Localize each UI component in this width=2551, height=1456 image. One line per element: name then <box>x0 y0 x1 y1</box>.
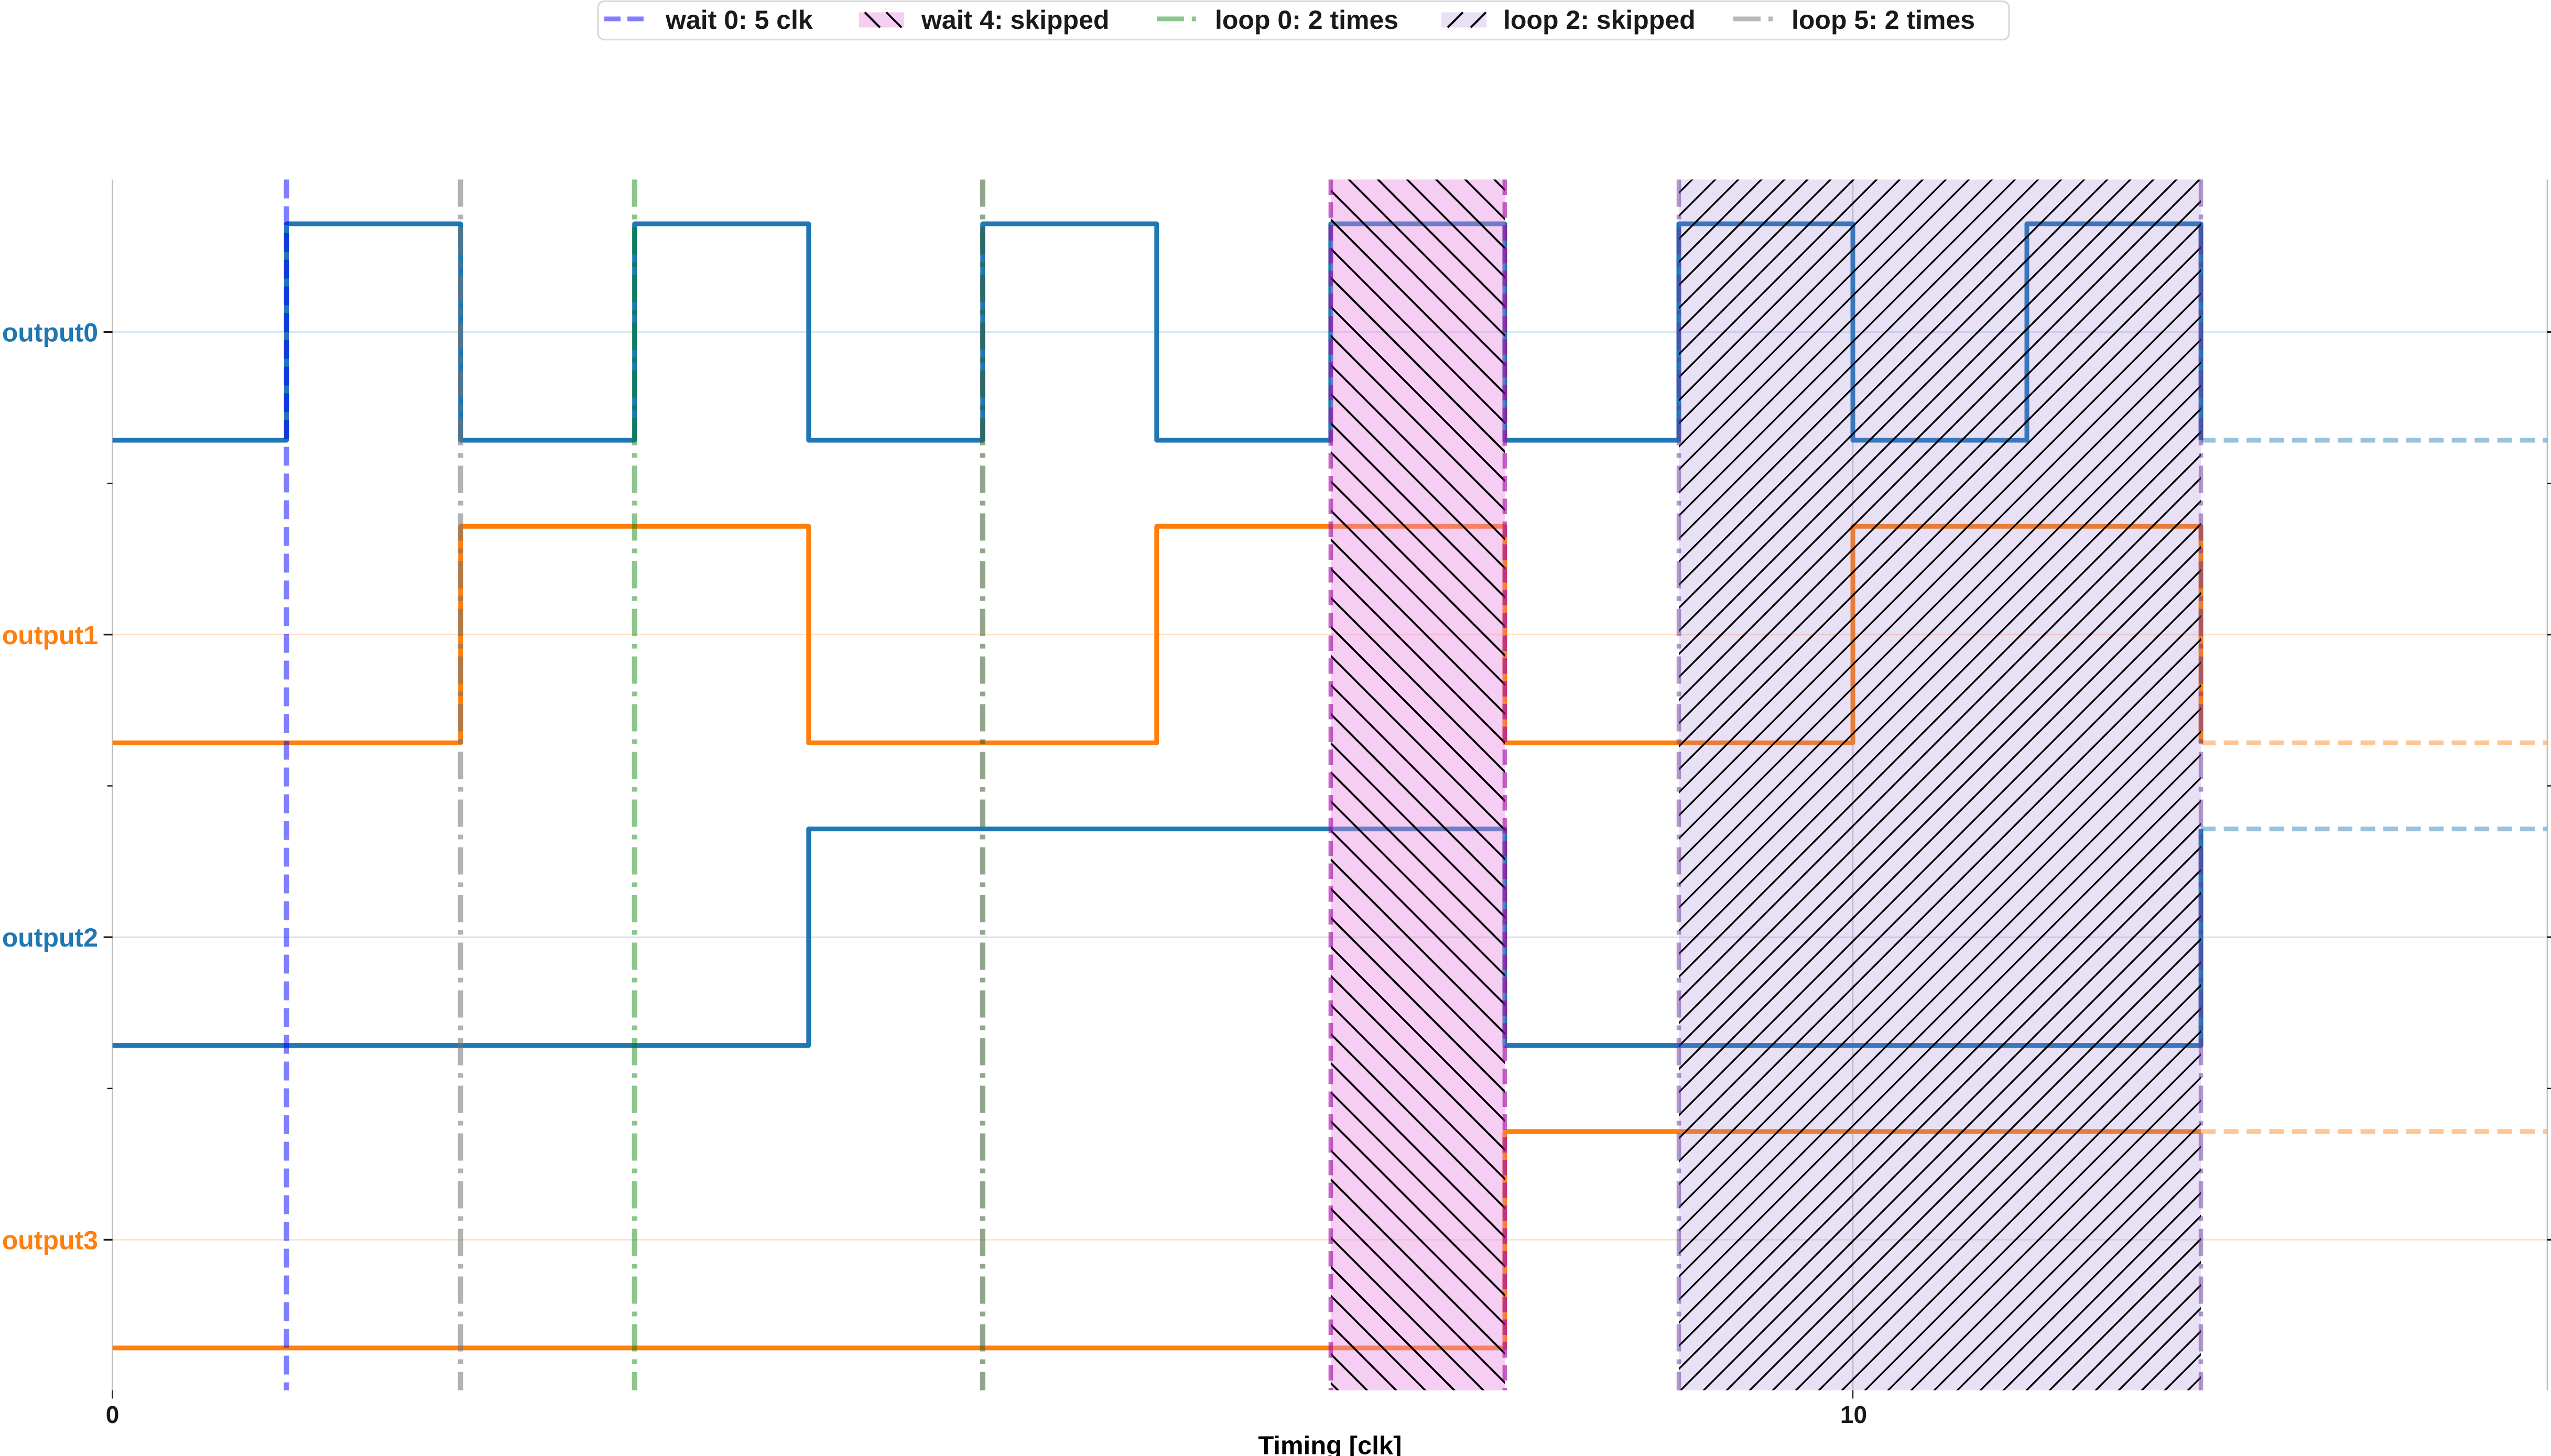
svg-text:wait 4: skipped: wait 4: skipped <box>921 5 1109 35</box>
svg-text:loop 0: 2 times: loop 0: 2 times <box>1215 5 1398 35</box>
svg-text:Timing [clk]: Timing [clk] <box>1258 1432 1402 1456</box>
svg-text:output3: output3 <box>2 1225 98 1255</box>
svg-text:output2: output2 <box>2 923 98 952</box>
svg-text:loop 5: 2 times: loop 5: 2 times <box>1792 5 1975 35</box>
svg-text:output0: output0 <box>2 318 98 347</box>
svg-text:10: 10 <box>1840 1401 1867 1428</box>
svg-text:wait 0: 5 clk: wait 0: 5 clk <box>665 5 813 35</box>
svg-text:0: 0 <box>106 1401 120 1428</box>
svg-text:loop 2: skipped: loop 2: skipped <box>1503 5 1696 35</box>
svg-text:output1: output1 <box>2 621 98 650</box>
